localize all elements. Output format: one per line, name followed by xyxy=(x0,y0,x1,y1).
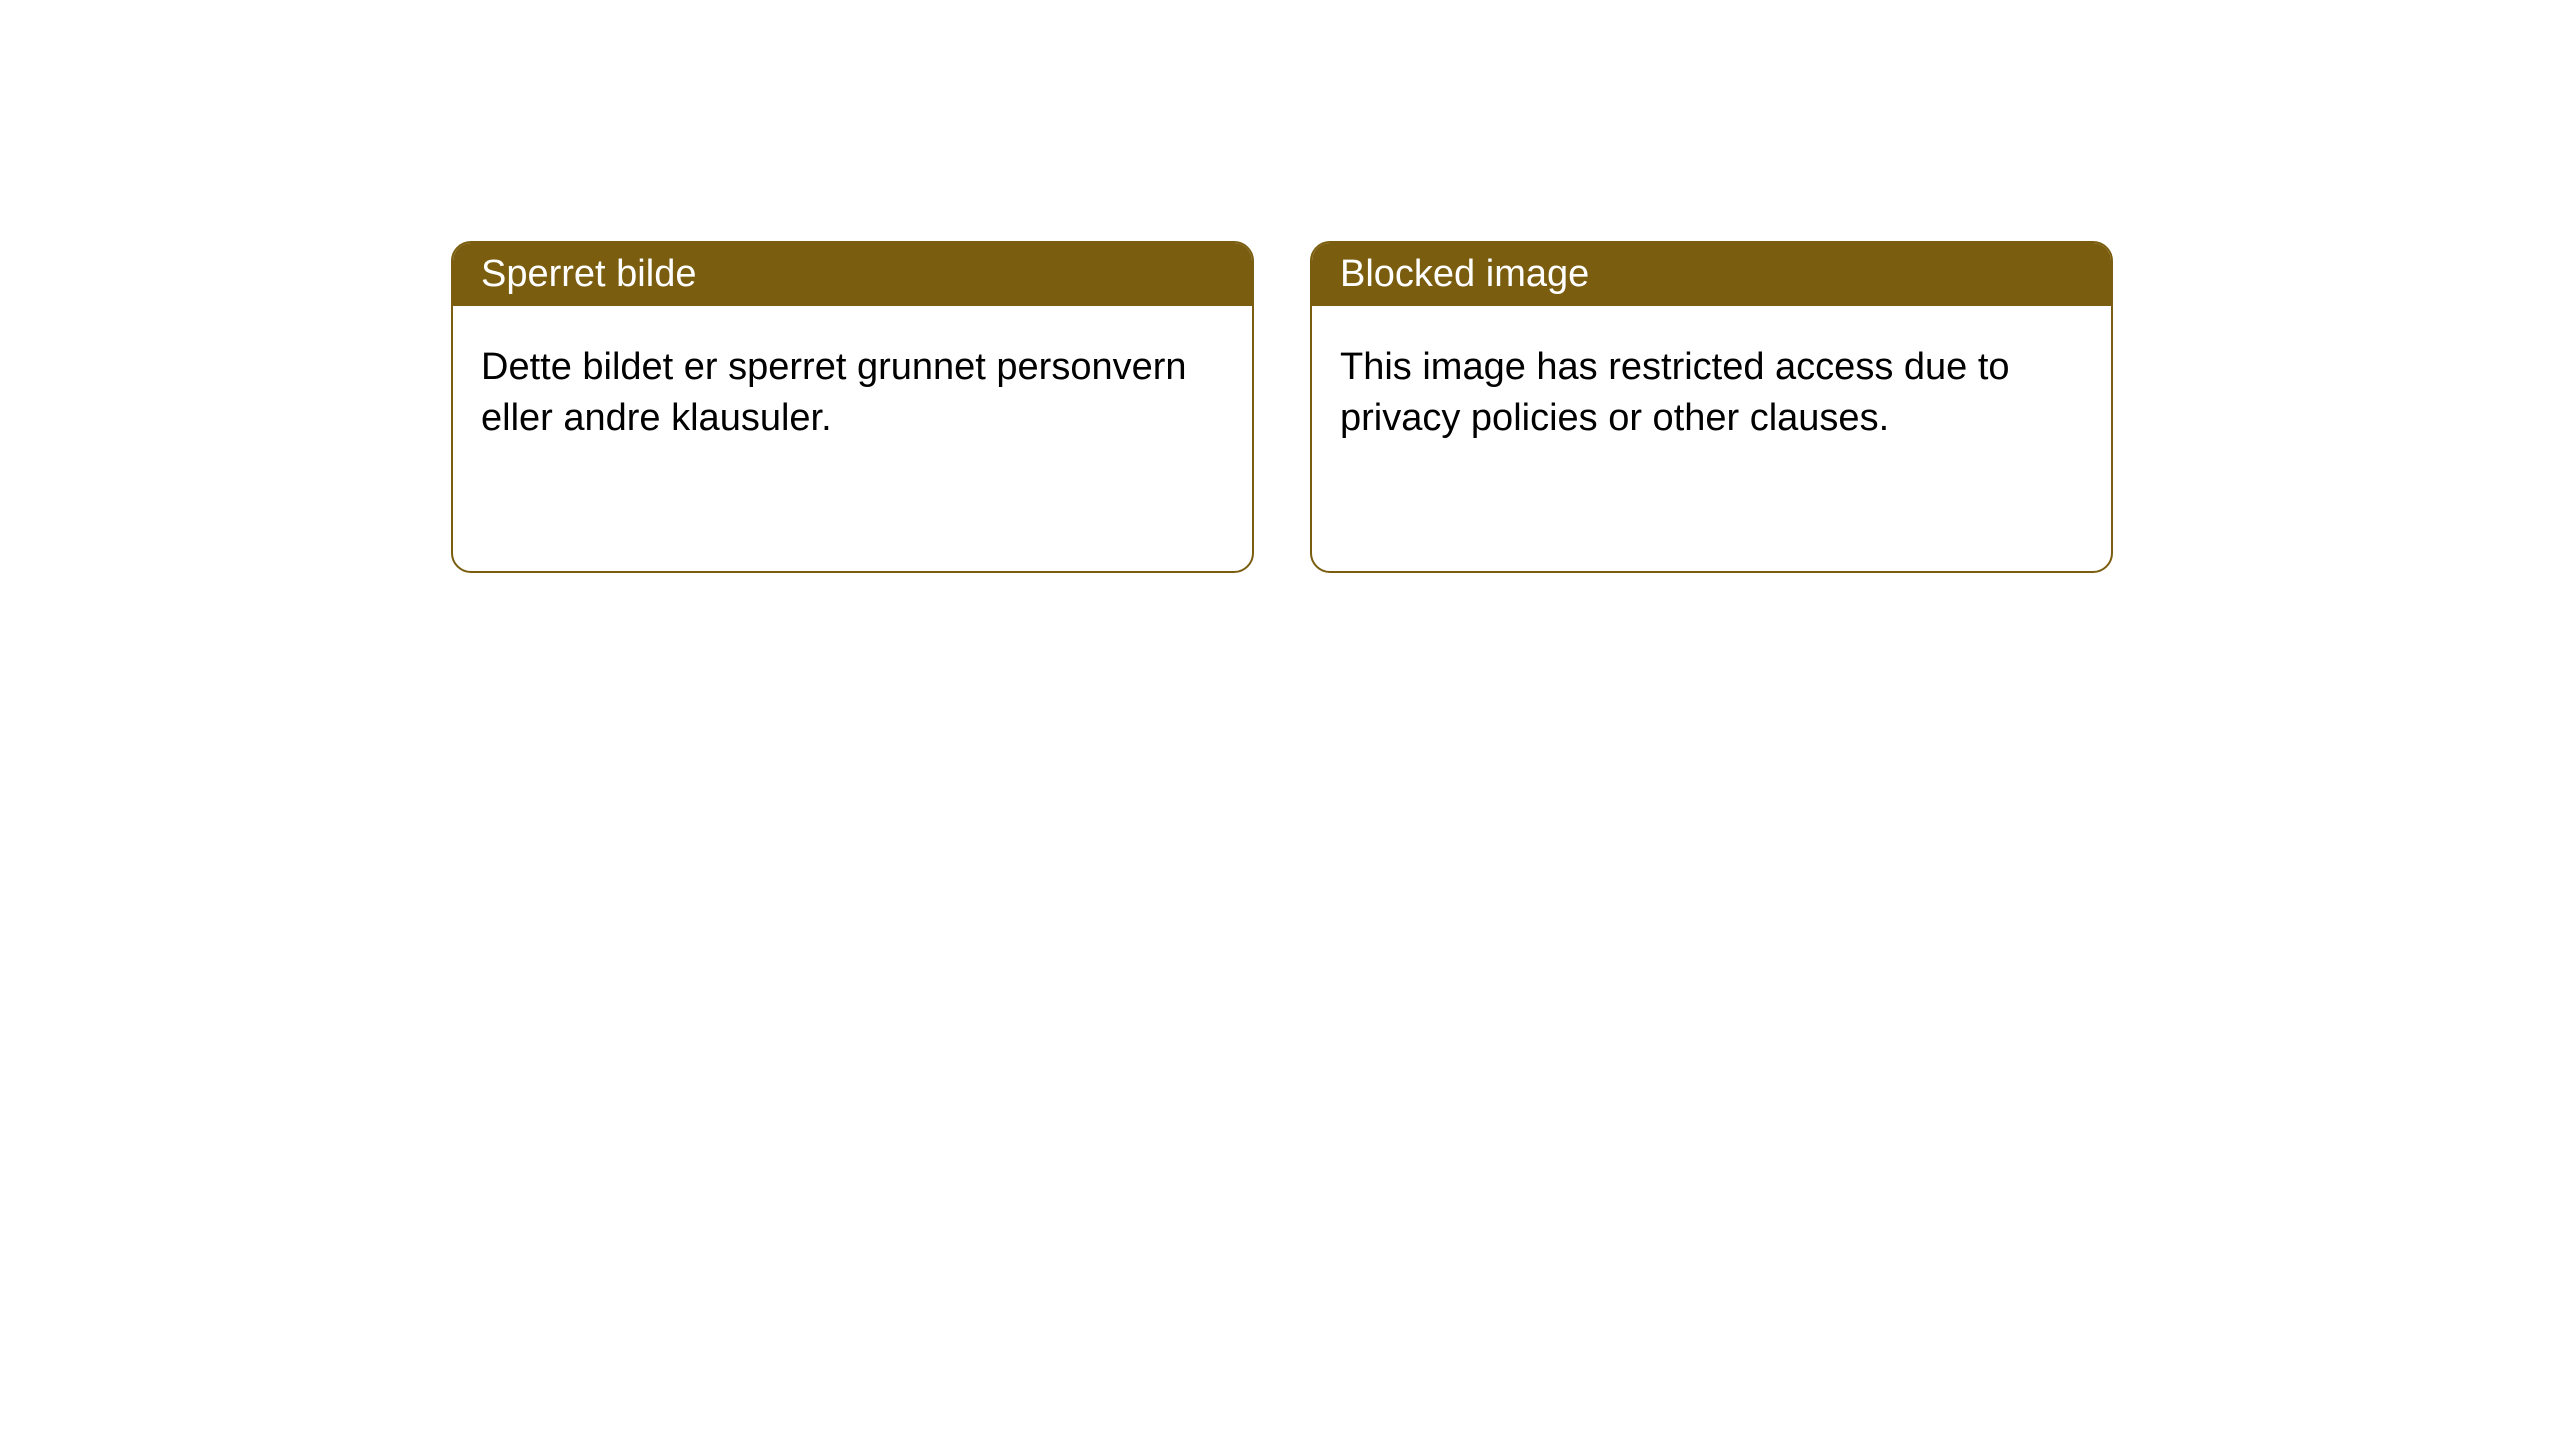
notice-card-english: Blocked image This image has restricted … xyxy=(1310,241,2113,573)
notice-container: Sperret bilde Dette bildet er sperret gr… xyxy=(0,0,2560,573)
notice-body: Dette bildet er sperret grunnet personve… xyxy=(453,306,1252,481)
notice-body: This image has restricted access due to … xyxy=(1312,306,2111,481)
notice-title: Sperret bilde xyxy=(453,243,1252,306)
notice-title: Blocked image xyxy=(1312,243,2111,306)
notice-card-norwegian: Sperret bilde Dette bildet er sperret gr… xyxy=(451,241,1254,573)
